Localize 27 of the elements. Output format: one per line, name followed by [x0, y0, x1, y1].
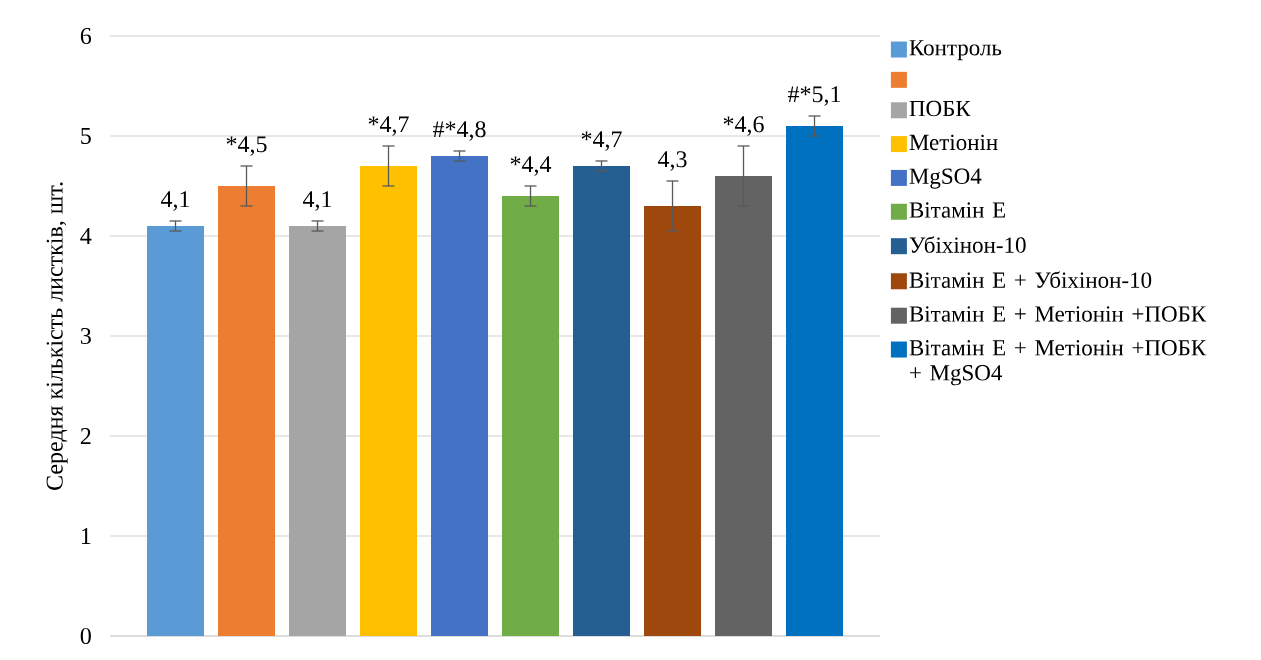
data-label: #*4,8: [432, 121, 486, 141]
y-tick-label: 4: [80, 228, 92, 244]
data-label: #*5,1: [787, 86, 841, 106]
data-label: *4,6: [723, 116, 764, 136]
legend-label: Вітамін Е: [909, 202, 1005, 218]
legend-label: Контроль: [909, 40, 1002, 61]
legend-label: ПОБК: [909, 100, 971, 117]
legend-label: MgSO4: [909, 168, 982, 189]
y-axis-title: Середня кількість листків, шт.: [46, 182, 68, 490]
y-tick-label: 2: [80, 428, 91, 444]
legend-label: Убіхінон-10: [909, 236, 1026, 253]
y-tick-label: 6: [80, 27, 92, 45]
y-tick-label: 1: [81, 528, 91, 544]
data-label: 4,1: [302, 191, 332, 211]
y-tick-label: 0: [80, 627, 91, 645]
data-label: 4,1: [160, 191, 190, 211]
legend-label: Вітамін Е + Метіонін +ПОБК + MgSO4: [909, 340, 1207, 386]
y-tick-label: 3: [80, 327, 91, 345]
data-label: *4,5: [226, 136, 267, 156]
legend-label: Метіонін: [909, 134, 998, 151]
data-label: *4,7: [581, 131, 622, 151]
data-label: 4,3: [657, 151, 687, 171]
legend-label: Вітамін Е + Метіонін +ПОБК: [909, 306, 1207, 322]
y-tick-label: 5: [81, 128, 91, 144]
data-label: *4,4: [510, 156, 552, 176]
data-label: *4,7: [368, 116, 409, 136]
legend-label: Вітамін Е + Убіхінон-10: [909, 271, 1152, 288]
